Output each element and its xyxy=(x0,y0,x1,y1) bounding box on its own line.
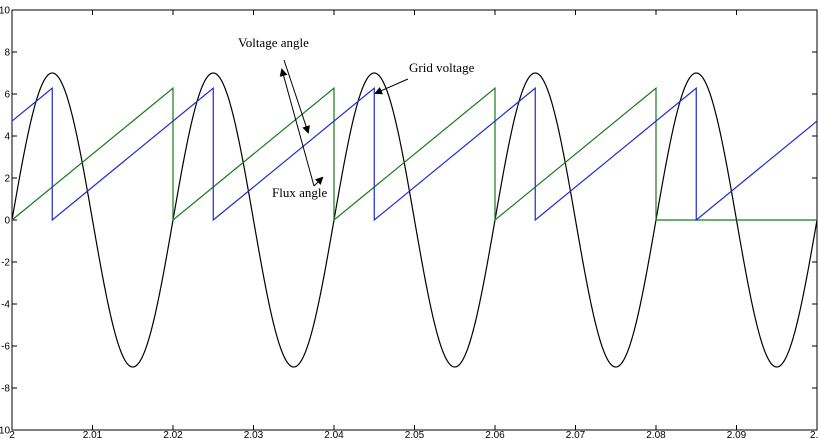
y-tick-label: 6 xyxy=(4,90,10,101)
y-tick-label: -2 xyxy=(1,258,10,269)
annotation-arrow xyxy=(279,68,315,187)
annotation-arrow xyxy=(283,59,310,134)
y-tick-label: 0 xyxy=(4,216,10,227)
x-tick-label: 2.09 xyxy=(727,430,747,439)
y-tick-label: 8 xyxy=(4,48,10,59)
x-tick-label: 2.1 xyxy=(810,430,819,439)
x-tick-label: 2.04 xyxy=(324,430,344,439)
x-tick-label: 2.02 xyxy=(163,430,183,439)
series-line-grid-voltage xyxy=(11,72,818,368)
y-tick-label: -10 xyxy=(0,426,10,437)
x-tick-label: 2.07 xyxy=(566,430,586,439)
y-tick-label: 2 xyxy=(4,174,10,185)
annotation-voltage-angle: Voltage angle xyxy=(238,35,309,50)
y-tick-label: 10 xyxy=(0,6,10,17)
series-line-flux-angle xyxy=(11,86,818,222)
annotation-grid-voltage: Grid voltage xyxy=(409,60,475,75)
y-tick-label: 4 xyxy=(4,132,10,143)
y-tick-label: -4 xyxy=(1,300,10,311)
x-tick-label: 2.08 xyxy=(646,430,666,439)
x-tick-label: 2.03 xyxy=(244,430,264,439)
series-line-voltage-angle xyxy=(11,86,817,222)
annotation-arrow xyxy=(374,78,409,95)
x-tick-label: 2.01 xyxy=(83,430,103,439)
annotation-flux-angle: Flux angle xyxy=(272,185,327,200)
y-tick-label: -8 xyxy=(1,384,10,395)
x-tick-label: 2.05 xyxy=(405,430,425,439)
x-tick-label: 2 xyxy=(9,430,15,439)
y-tick-label: -6 xyxy=(1,342,10,353)
annotation-arrow xyxy=(313,176,324,187)
x-tick-label: 2.06 xyxy=(485,430,505,439)
